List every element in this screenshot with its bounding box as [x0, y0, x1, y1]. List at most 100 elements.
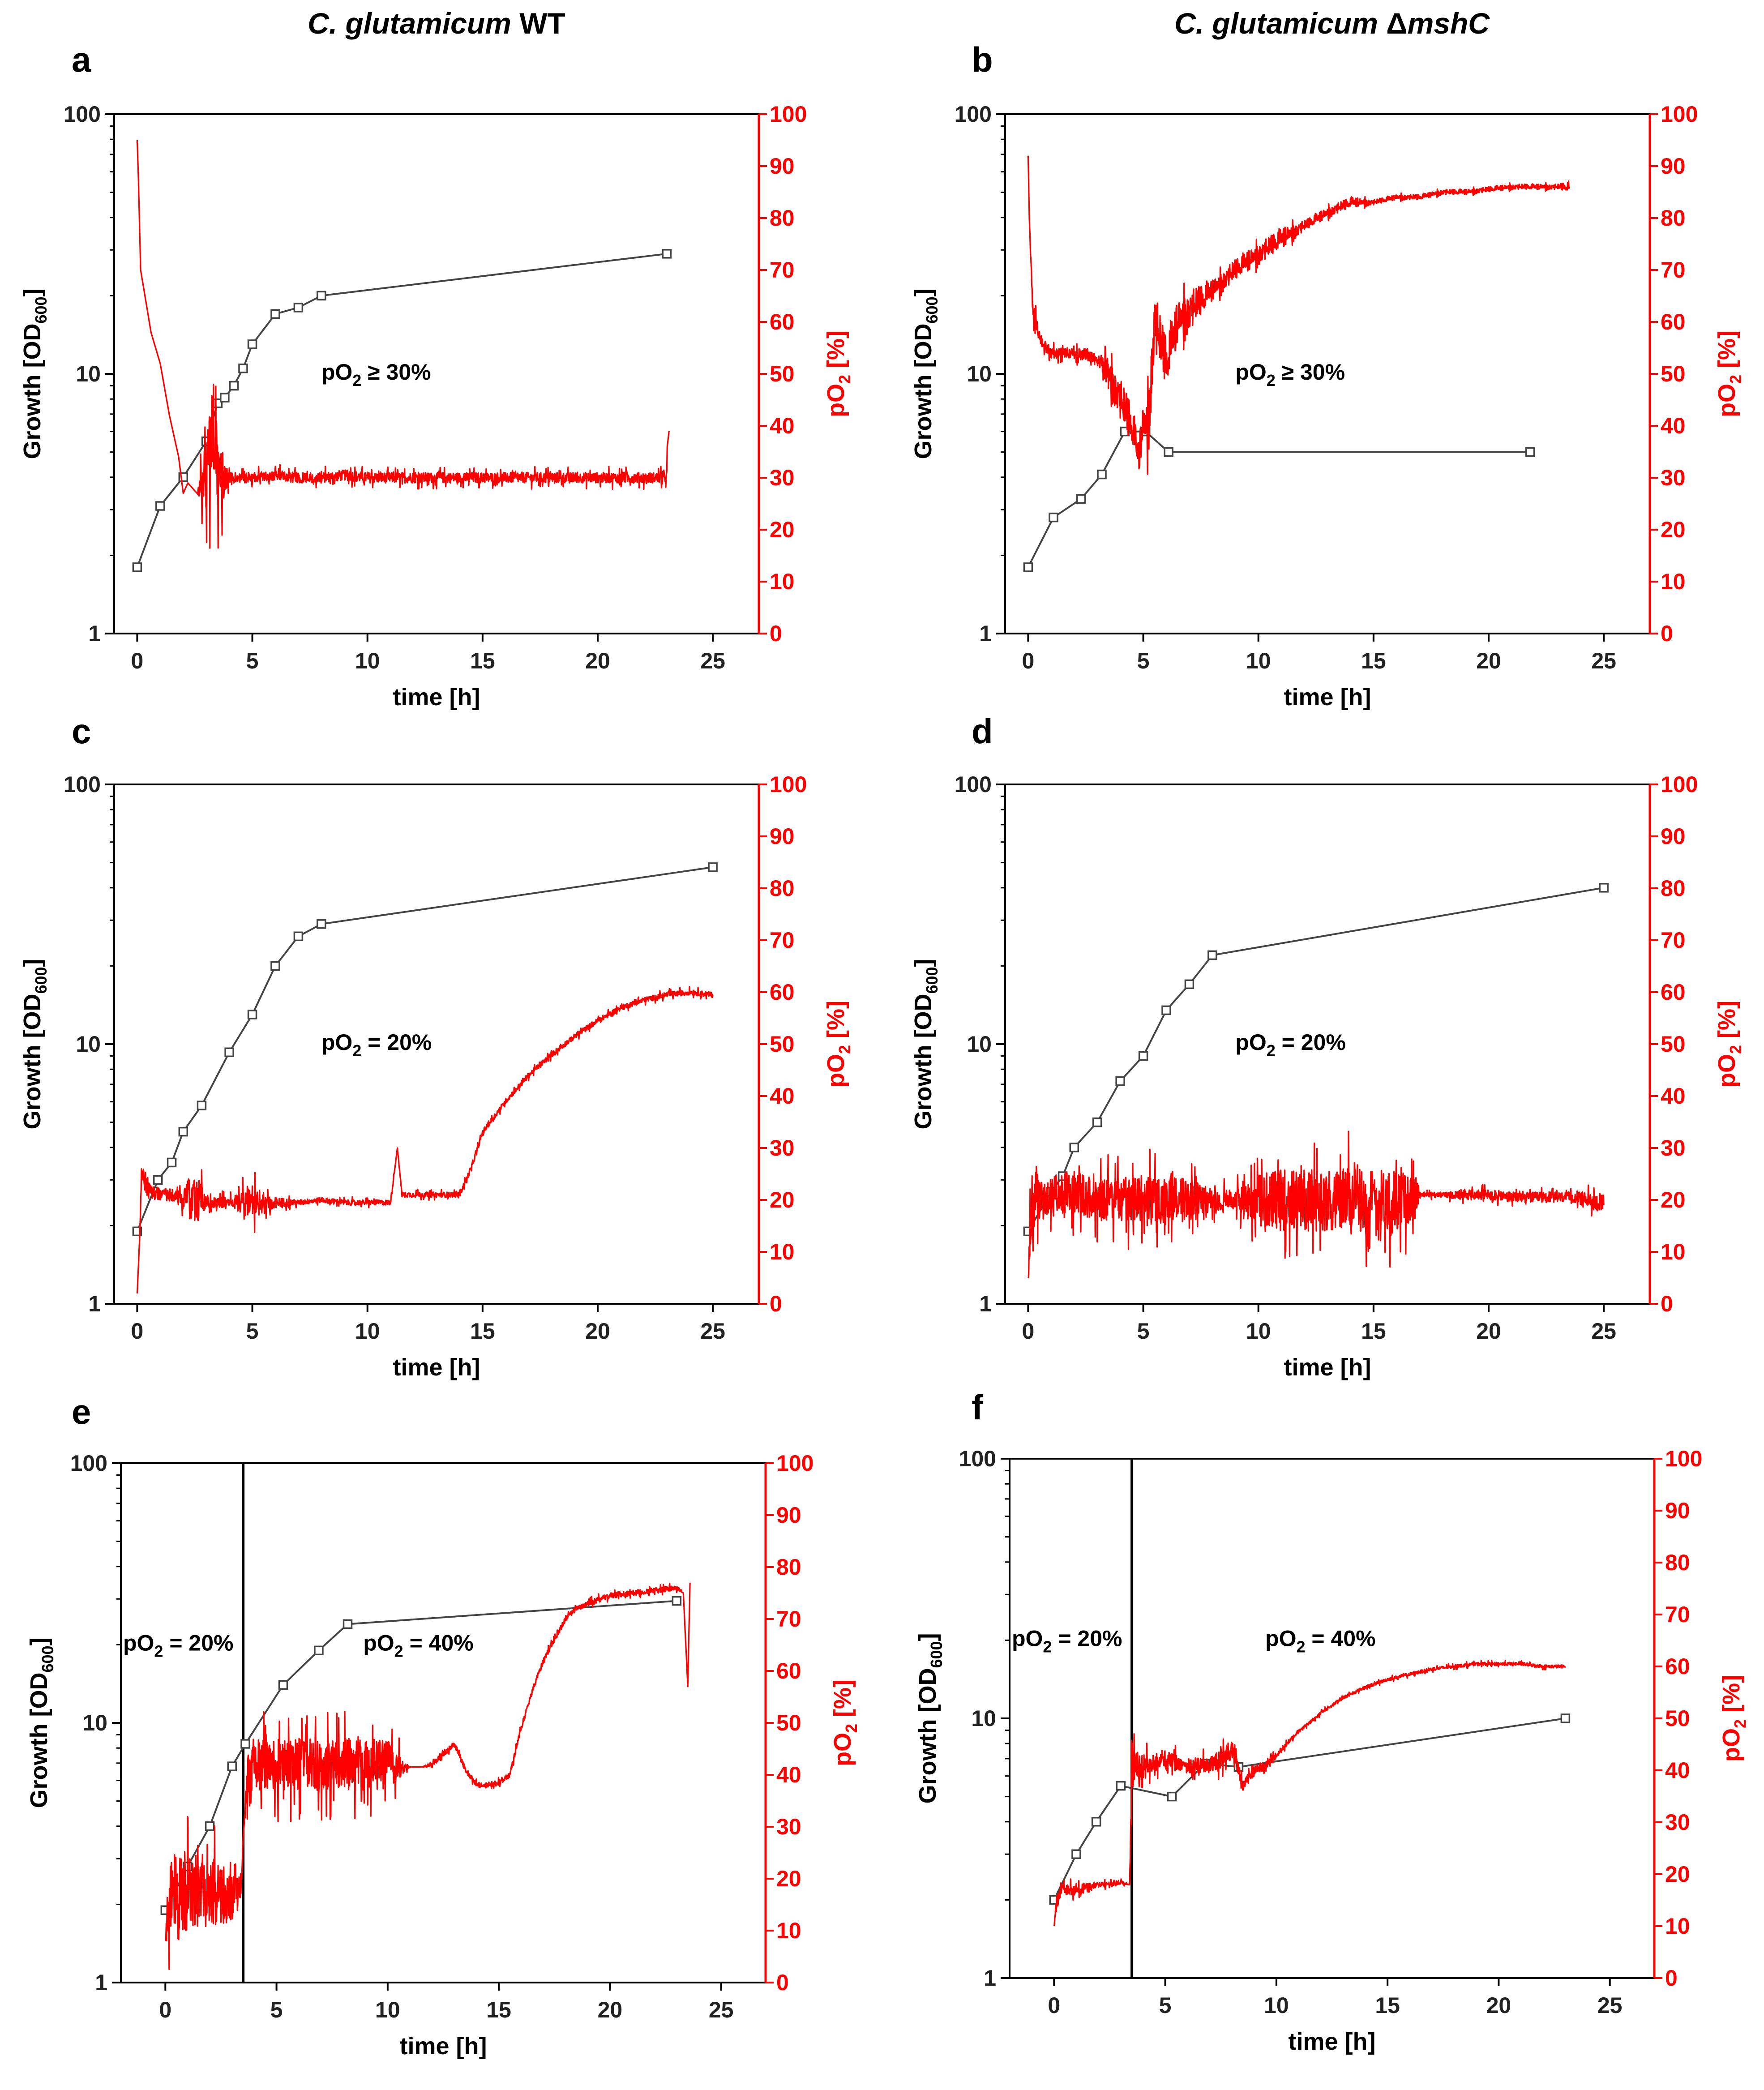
panel-b: b 0 5 10 15 20 25 1 10 100 0 10 20 30 40 50 60 70 80 90 100 t…	[910, 40, 1745, 711]
y2-tick-label: 40	[770, 413, 795, 438]
y2-tick-label: 40	[1665, 1758, 1690, 1783]
panel-d: d 0 5 10 15 20 25 1 10 100 0 10 20 30 40 50 60 70 80 90 100 t…	[910, 711, 1745, 1381]
growth-data-point	[167, 1157, 177, 1168]
y-tick-label: 1	[88, 621, 101, 646]
y2-tick-label: 20	[776, 1866, 801, 1891]
y2-tick-label: 40	[1661, 413, 1686, 438]
growth-data-point	[343, 1619, 353, 1629]
x-tick-label: 25	[700, 1319, 725, 1344]
y-tick-label: 10	[967, 361, 992, 386]
y2-tick-label: 80	[770, 206, 795, 231]
y-tick-label: 10	[967, 1032, 992, 1057]
growth-data-point	[1167, 1791, 1177, 1802]
panel-a: a 0 5 10 15 20 25 1 10 100 0 10 20 30 40 50 60 70 80 90 100 t…	[19, 40, 854, 711]
condition-annotation: pO2 = 20%	[123, 1630, 234, 1660]
x-tick-label: 15	[1361, 1319, 1386, 1344]
x-tick-label: 5	[1137, 1319, 1150, 1344]
header-right-gene: mshC	[1408, 7, 1490, 40]
header-right-species: C. glutamicum	[1174, 7, 1386, 40]
y-axis-label: Growth [OD600]	[26, 1637, 57, 1808]
y2-tick-label: 100	[770, 772, 807, 797]
y2-tick-label: 70	[1665, 1602, 1690, 1627]
figure-header: C. glutamicum WT C. glutamicum ΔmshC	[308, 7, 1490, 40]
panel-letter: f	[972, 1388, 984, 1427]
x-tick-label: 20	[585, 648, 610, 673]
x-tick-label: 15	[1375, 1993, 1400, 2018]
x-tick-label: 5	[246, 1319, 259, 1344]
x-tick-label: 15	[486, 1997, 511, 2022]
y2-tick-label: 90	[1661, 154, 1686, 179]
y-axis-label: Growth [OD600]	[914, 1633, 946, 1803]
y-axis-label: Growth [OD600]	[910, 959, 941, 1129]
y2-tick-label: 50	[1665, 1706, 1690, 1731]
growth-data-point	[708, 862, 718, 872]
growth-series-line	[1027, 430, 1530, 568]
x-tick-label: 10	[375, 1997, 400, 2022]
growth-data-point	[1115, 1076, 1125, 1086]
y2-tick-label: 40	[1661, 1084, 1686, 1109]
x-axis-label: time [h]	[1284, 684, 1371, 711]
growth-data-point	[132, 562, 142, 572]
y2-tick-label: 100	[770, 102, 807, 127]
y2-tick-label: 60	[1665, 1654, 1690, 1679]
x-tick-label: 10	[355, 648, 380, 673]
y2-tick-label: 70	[776, 1606, 801, 1632]
condition-annotation: pO2 = 40%	[363, 1630, 474, 1660]
panel-f: f 0 5 10 15 20 25 1 10 100 0 10 20 30 40 50 60 70 80 90 100 t…	[914, 1388, 1749, 2055]
y2-tick-label: 40	[770, 1084, 795, 1109]
x-tick-label: 15	[470, 648, 495, 673]
y-tick-label: 10	[82, 1710, 107, 1735]
panel-letter: b	[972, 40, 993, 79]
growth-data-point	[247, 1010, 257, 1019]
po2-series-line	[164, 1582, 691, 1970]
y2-tick-label: 60	[770, 309, 795, 334]
po2-series-line	[1027, 155, 1570, 475]
growth-series-line	[1053, 1717, 1566, 1901]
growth-data-point	[278, 1680, 288, 1690]
y2-tick-label: 70	[770, 928, 795, 953]
y2-tick-label: 50	[1661, 361, 1686, 386]
growth-series-line	[136, 253, 667, 568]
x-tick-label: 0	[1022, 1319, 1035, 1344]
condition-annotation: pO2 = 20%	[1235, 1030, 1346, 1060]
condition-annotation: pO2 ≥ 30%	[1235, 360, 1345, 390]
y-tick-label: 1	[95, 1970, 107, 1995]
po2-series-line	[1053, 1660, 1566, 1927]
x-tick-label: 10	[1264, 1993, 1289, 2018]
x-tick-label: 20	[1476, 1319, 1501, 1344]
x-tick-label: 0	[1022, 648, 1035, 673]
y2-tick-label: 90	[770, 824, 795, 849]
y2-axis-label: pO2 [%]	[822, 330, 854, 417]
condition-annotation: pO2 = 20%	[321, 1030, 432, 1060]
panel-c: c 0 5 10 15 20 25 1 10 100 0 10 20 30 40 50 60 70 80 90 100 t…	[19, 711, 854, 1381]
y2-tick-label: 70	[1661, 928, 1686, 953]
growth-data-point	[1161, 1005, 1171, 1015]
y-axis-label: Growth [OD600]	[910, 288, 941, 459]
growth-data-point	[662, 249, 672, 259]
growth-data-point	[1076, 494, 1086, 504]
header-left-strain: WT	[511, 7, 565, 40]
y2-tick-label: 20	[770, 517, 795, 542]
y-tick-label: 1	[984, 1966, 996, 1991]
y2-tick-label: 30	[770, 1135, 795, 1161]
x-tick-label: 25	[1597, 1993, 1623, 2018]
y2-tick-label: 20	[1665, 1862, 1690, 1887]
y-axis-label: Growth [OD600]	[19, 959, 50, 1129]
x-tick-label: 10	[1246, 648, 1271, 673]
y-tick-label: 1	[979, 621, 992, 646]
y2-tick-label: 10	[1661, 569, 1686, 594]
y2-tick-label: 100	[1661, 772, 1698, 797]
growth-data-point	[1092, 1117, 1102, 1127]
y2-tick-label: 20	[1661, 1187, 1686, 1212]
x-tick-label: 20	[598, 1997, 623, 2022]
x-axis-label: time [h]	[1289, 2028, 1376, 2055]
growth-data-point	[155, 501, 165, 511]
growth-data-point	[240, 1739, 250, 1749]
y2-tick-label: 0	[1661, 621, 1673, 646]
growth-data-point	[238, 363, 248, 373]
y-tick-label: 100	[70, 1451, 107, 1476]
growth-data-point	[220, 393, 230, 403]
y-tick-label: 100	[955, 102, 992, 127]
header-right: C. glutamicum ΔmshC	[1174, 7, 1490, 40]
